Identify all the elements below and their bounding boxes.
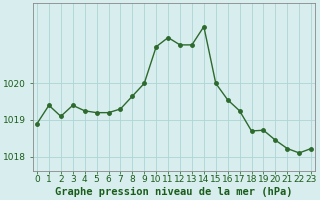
X-axis label: Graphe pression niveau de la mer (hPa): Graphe pression niveau de la mer (hPa) <box>55 187 293 197</box>
